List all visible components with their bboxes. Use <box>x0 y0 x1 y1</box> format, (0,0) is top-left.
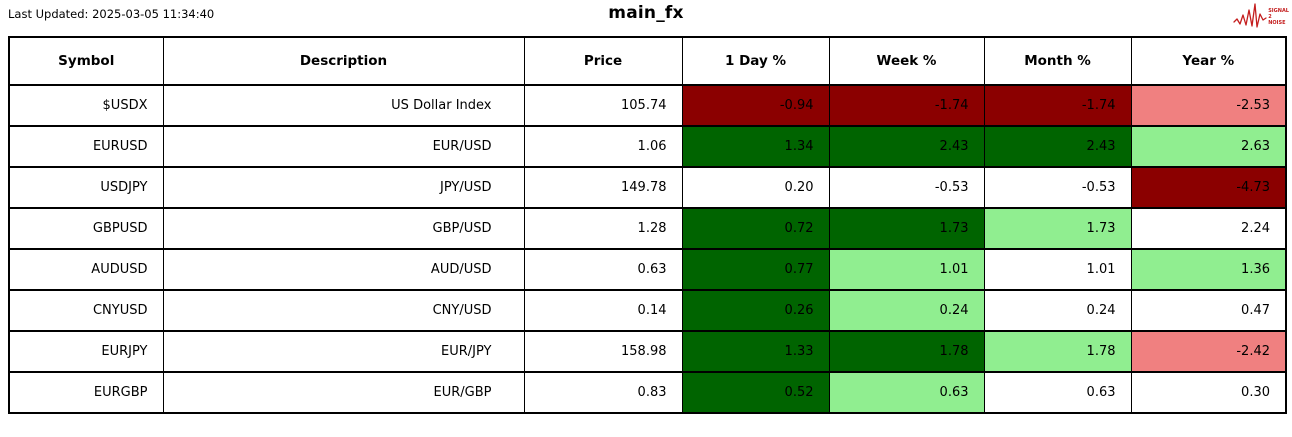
waveform-icon <box>1233 1 1267 33</box>
price-cell: 1.06 <box>523 125 683 168</box>
year-pct-cell: 1.36 <box>1130 248 1287 291</box>
year-pct-cell: -2.42 <box>1130 330 1287 373</box>
month-pct-cell: 1.73 <box>983 207 1132 250</box>
description-cell: EUR/JPY <box>162 330 525 373</box>
week-pct-cell: -0.53 <box>828 166 985 209</box>
week-pct-cell: 0.63 <box>828 371 985 414</box>
description-cell: CNY/USD <box>162 289 525 332</box>
week-pct-cell: 2.43 <box>828 125 985 168</box>
logo-line-2: 2 <box>1268 13 1272 20</box>
symbol-cell: CNYUSD <box>8 289 164 332</box>
last-updated-text: Last Updated: 2025-03-05 11:34:40 <box>8 7 215 21</box>
month-pct-cell: 1.01 <box>983 248 1132 291</box>
year-pct-cell: 2.63 <box>1130 125 1287 168</box>
month-pct-cell: -1.74 <box>983 84 1132 127</box>
week-pct-cell: 0.24 <box>828 289 985 332</box>
description-cell: JPY/USD <box>162 166 525 209</box>
table-row: EURUSD EUR/USD 1.06 1.34 2.43 2.43 2.63 <box>8 125 1287 168</box>
year-pct-cell: 0.30 <box>1130 371 1287 414</box>
symbol-cell: AUDUSD <box>8 248 164 291</box>
price-cell: 105.74 <box>523 84 683 127</box>
day-pct-cell: 0.77 <box>681 248 830 291</box>
month-pct-cell: 0.63 <box>983 371 1132 414</box>
symbol-cell: USDJPY <box>8 166 164 209</box>
month-pct-cell: 2.43 <box>983 125 1132 168</box>
logo-wordmark: SIGNAL 2 NOISE <box>1268 8 1289 27</box>
week-pct-cell: 1.01 <box>828 248 985 291</box>
month-pct-cell: 0.24 <box>983 289 1132 332</box>
day-pct-cell: 1.34 <box>681 125 830 168</box>
day-pct-cell: 0.52 <box>681 371 830 414</box>
year-pct-cell: 0.47 <box>1130 289 1287 332</box>
symbol-cell: EURGBP <box>8 371 164 414</box>
symbol-cell: EURJPY <box>8 330 164 373</box>
table-row: $USDX US Dollar Index 105.74 -0.94 -1.74… <box>8 84 1287 127</box>
description-cell: US Dollar Index <box>162 84 525 127</box>
week-pct-cell: 1.73 <box>828 207 985 250</box>
logo-line-noise: NOISE <box>1268 20 1286 27</box>
table-header-row: Symbol Description Price 1 Day % Week % … <box>8 36 1287 86</box>
column-header-day-pct: 1 Day % <box>681 36 830 86</box>
description-cell: EUR/USD <box>162 125 525 168</box>
symbol-cell: EURUSD <box>8 125 164 168</box>
price-cell: 158.98 <box>523 330 683 373</box>
description-cell: EUR/GBP <box>162 371 525 414</box>
symbol-cell: $USDX <box>8 84 164 127</box>
price-cell: 0.14 <box>523 289 683 332</box>
table-row: EURJPY EUR/JPY 158.98 1.33 1.78 1.78 -2.… <box>8 330 1287 373</box>
symbol-cell: GBPUSD <box>8 207 164 250</box>
year-pct-cell: -4.73 <box>1130 166 1287 209</box>
table-row: CNYUSD CNY/USD 0.14 0.26 0.24 0.24 0.47 <box>8 289 1287 332</box>
table-row: AUDUSD AUD/USD 0.63 0.77 1.01 1.01 1.36 <box>8 248 1287 291</box>
fx-table: Symbol Description Price 1 Day % Week % … <box>8 36 1287 414</box>
year-pct-cell: -2.53 <box>1130 84 1287 127</box>
column-header-month-pct: Month % <box>983 36 1132 86</box>
day-pct-cell: 0.72 <box>681 207 830 250</box>
day-pct-cell: 0.26 <box>681 289 830 332</box>
year-pct-cell: 2.24 <box>1130 207 1287 250</box>
page-title: main_fx <box>608 3 684 23</box>
logo-line-signal: SIGNAL <box>1268 7 1289 14</box>
description-cell: AUD/USD <box>162 248 525 291</box>
month-pct-cell: 1.78 <box>983 330 1132 373</box>
price-cell: 149.78 <box>523 166 683 209</box>
table-row: EURGBP EUR/GBP 0.83 0.52 0.63 0.63 0.30 <box>8 371 1287 414</box>
column-header-description: Description <box>162 36 525 86</box>
signal-noise-logo: SIGNAL 2 NOISE <box>1233 1 1289 33</box>
table-row: GBPUSD GBP/USD 1.28 0.72 1.73 1.73 2.24 <box>8 207 1287 250</box>
column-header-year-pct: Year % <box>1130 36 1287 86</box>
day-pct-cell: 0.20 <box>681 166 830 209</box>
column-header-symbol: Symbol <box>8 36 164 86</box>
week-pct-cell: 1.78 <box>828 330 985 373</box>
week-pct-cell: -1.74 <box>828 84 985 127</box>
price-cell: 0.83 <box>523 371 683 414</box>
price-cell: 1.28 <box>523 207 683 250</box>
description-cell: GBP/USD <box>162 207 525 250</box>
month-pct-cell: -0.53 <box>983 166 1132 209</box>
day-pct-cell: -0.94 <box>681 84 830 127</box>
column-header-week-pct: Week % <box>828 36 985 86</box>
column-header-price: Price <box>523 36 683 86</box>
table-row: USDJPY JPY/USD 149.78 0.20 -0.53 -0.53 -… <box>8 166 1287 209</box>
price-cell: 0.63 <box>523 248 683 291</box>
day-pct-cell: 1.33 <box>681 330 830 373</box>
